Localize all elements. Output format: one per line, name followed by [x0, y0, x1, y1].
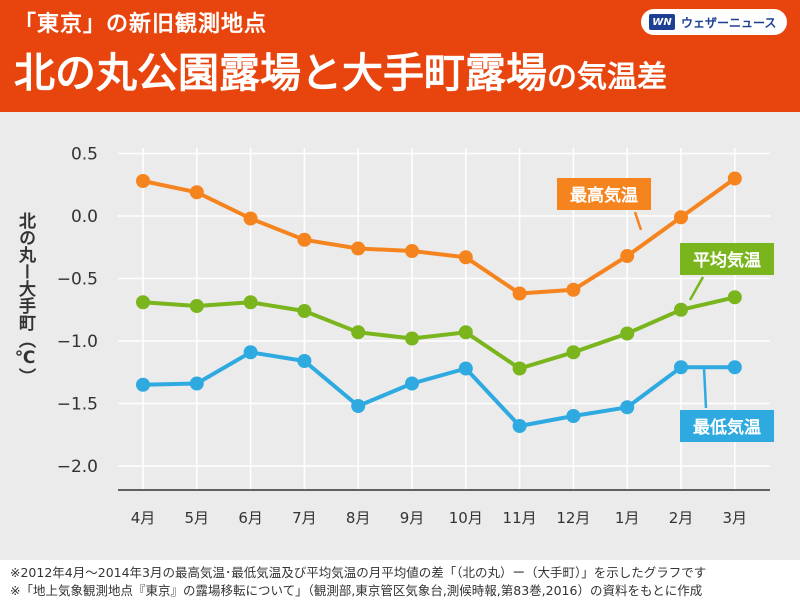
- series-callout-pointer: [633, 211, 643, 231]
- series-callout-pointer: [688, 276, 705, 301]
- series-label: 最高気温: [570, 185, 638, 206]
- x-tick-label: 9月: [400, 509, 425, 527]
- data-point: [674, 210, 688, 225]
- series-callout-pointer: [702, 367, 708, 409]
- data-point: [189, 376, 204, 391]
- data-point: [351, 241, 366, 256]
- header-banner: 「東京」の新旧観測地点 WN ウェザーニュース 北の丸公園露場と大手町露場の気温…: [0, 0, 800, 112]
- data-point: [297, 354, 312, 368]
- data-point: [297, 304, 312, 318]
- footnote-2: ※「地上気象観測地点『東京』の露場移転について」（観測部,東京管区気象台,測候時…: [10, 583, 703, 598]
- y-tick-label: 0.0: [71, 207, 98, 227]
- footnote-1: ※2012年4月〜2014年3月の最高気温･最低気温及び平均気温の月平均値の差「…: [10, 565, 707, 580]
- data-point: [136, 377, 150, 392]
- series-label-box: [680, 243, 774, 275]
- x-tick-label: 8月: [346, 509, 371, 527]
- series-line-1: [142, 295, 736, 371]
- data-point: [620, 400, 635, 415]
- data-point: [674, 302, 688, 317]
- y-tick-label: −1.5: [57, 395, 98, 415]
- chart-title-suffix: の気温差: [547, 60, 667, 95]
- x-tick-label: 4月: [131, 509, 156, 527]
- data-point: [727, 171, 742, 186]
- data-point: [566, 282, 581, 297]
- data-point: [297, 232, 312, 247]
- data-point: [405, 376, 419, 391]
- weathernews-logo-icon: WN: [649, 14, 675, 30]
- x-tick-label: 12月: [556, 509, 590, 527]
- x-tick-label: 1月: [615, 509, 640, 527]
- y-tick-label: −2.0: [57, 457, 98, 477]
- data-point: [727, 360, 742, 375]
- chart-title-main: 北の丸公園露場と大手町露場: [14, 49, 547, 97]
- data-point: [405, 331, 419, 346]
- data-point: [136, 174, 150, 188]
- data-point: [351, 399, 366, 413]
- series-line-0: [142, 176, 736, 296]
- series-label-box: [557, 178, 651, 210]
- data-point: [674, 360, 688, 375]
- series-line-2: [142, 350, 735, 428]
- x-tick-label: 2月: [669, 509, 694, 527]
- x-tick-label: 11月: [503, 509, 537, 527]
- chart-title: 北の丸公園露場と大手町露場の気温差: [14, 46, 667, 105]
- x-tick-label: 6月: [238, 509, 263, 527]
- data-point: [243, 345, 258, 360]
- y-tick-label: −1.0: [57, 332, 98, 352]
- x-tick-label: 10月: [449, 509, 483, 527]
- data-point: [458, 361, 473, 376]
- data-point: [458, 325, 473, 340]
- x-tick-label: 5月: [185, 509, 210, 527]
- data-point: [727, 290, 742, 305]
- data-point: [243, 211, 258, 226]
- data-point: [512, 419, 527, 433]
- y-tick-label: −0.5: [57, 270, 98, 290]
- series-label-box: [680, 410, 774, 442]
- series-label: 最低気温: [693, 417, 761, 438]
- data-point: [620, 326, 635, 341]
- data-point: [512, 361, 527, 376]
- data-point: [405, 244, 419, 258]
- x-tick-label: 7月: [292, 509, 317, 527]
- data-point: [620, 249, 635, 263]
- y-tick-label: 0.5: [71, 145, 98, 165]
- chart-subtitle: 「東京」の新旧観測地点: [14, 12, 268, 37]
- data-point: [566, 409, 581, 423]
- data-point: [566, 345, 581, 360]
- brand-name: ウェザーニュース: [681, 15, 777, 30]
- series-label: 平均気温: [693, 250, 761, 271]
- data-point: [351, 325, 366, 340]
- data-point: [458, 250, 473, 265]
- data-point: [189, 299, 204, 313]
- x-tick-label: 3月: [723, 509, 748, 527]
- data-point: [136, 295, 150, 310]
- brand-badge: WN ウェザーニュース: [641, 9, 787, 35]
- data-point: [189, 185, 204, 200]
- data-point: [243, 295, 258, 310]
- data-point: [512, 286, 527, 301]
- y-axis-label: 北の丸ー大手町（℃）: [15, 212, 35, 385]
